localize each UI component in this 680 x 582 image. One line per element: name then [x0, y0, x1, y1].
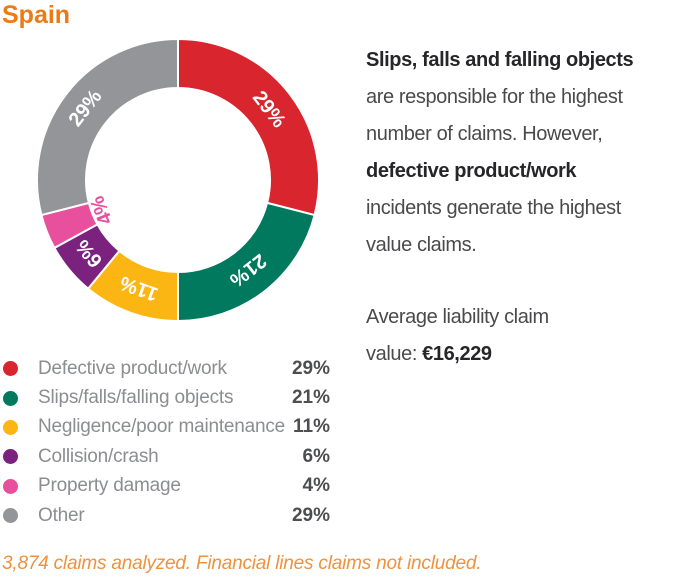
legend-value: 4% [302, 475, 330, 497]
legend-swatch-yellow [3, 419, 18, 435]
story-line: are responsible for the highest [366, 86, 623, 108]
donut-chart: 29%21%11%6%4%29% [36, 38, 320, 322]
chart-legend: Defective product/work 29% Slips/falls/f… [3, 354, 330, 530]
story-line-bold: Slips, falls and falling objects [366, 49, 634, 71]
legend-swatch-red [3, 361, 18, 377]
legend-value: 29% [291, 357, 330, 379]
legend-item: Collision/crash 6% [3, 442, 330, 471]
legend-swatch-green [3, 390, 18, 406]
footnote: 3,874 claims analyzed. Financial lines c… [2, 553, 482, 574]
legend-item: Slips/falls/falling objects 21% [3, 383, 330, 412]
story-line-bold: defective product/work [366, 160, 577, 182]
legend-value: 6% [302, 445, 330, 467]
legend-swatch-pink [3, 478, 18, 494]
donut-segment-0 [177, 38, 320, 217]
legend-value: 21% [291, 387, 330, 409]
legend-swatch-gray [3, 508, 18, 524]
legend-label: Negligence/poor maintenance [38, 416, 286, 438]
average-claim-line2: value: €16,229 [366, 336, 680, 373]
legend-item: Defective product/work 29% [3, 354, 330, 383]
legend-label: Slips/falls/falling objects [38, 387, 234, 409]
legend-value: 11% [293, 416, 330, 438]
average-claim-prefix: value: [366, 343, 423, 365]
legend-label: Collision/crash [38, 445, 159, 467]
story-line: incidents generate the highest [366, 197, 621, 219]
donut-segment-5 [36, 38, 179, 217]
legend-item: Property damage 4% [3, 472, 330, 501]
legend-label: Defective product/work [38, 357, 227, 379]
story-text: Slips, falls and falling objects are res… [366, 42, 680, 264]
story-line: value claims. [366, 234, 477, 256]
average-claim-value: €16,229 [422, 343, 492, 365]
legend-swatch-purple [3, 449, 18, 465]
average-claim-block: Average liability claim value: €16,229 [366, 299, 680, 373]
page-title: Spain [2, 1, 71, 29]
legend-label: Property damage [38, 475, 181, 497]
story-line: number of claims. However, [366, 123, 603, 145]
average-claim-line1: Average liability claim [366, 306, 549, 328]
legend-value: 29% [291, 504, 330, 526]
legend-item: Negligence/poor maintenance 11% [3, 413, 330, 442]
legend-item: Other 29% [3, 501, 330, 530]
legend-label: Other [38, 504, 85, 526]
